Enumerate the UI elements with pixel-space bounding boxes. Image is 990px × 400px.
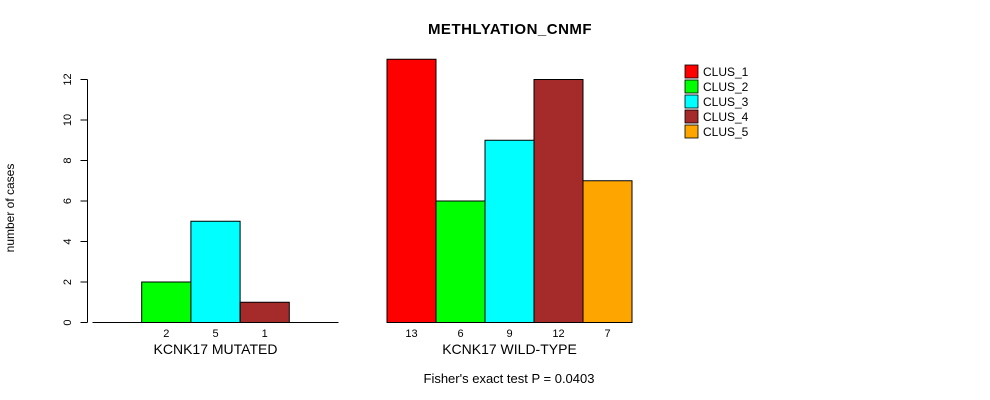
bar-clus_5	[582, 180, 633, 323]
legend-label: CLUS_2	[703, 80, 749, 94]
legend-swatch-clus_1	[684, 64, 699, 79]
bar-clus_1	[386, 58, 437, 323]
legend-label: CLUS_5	[703, 125, 749, 139]
bar-value-label: 2	[163, 328, 169, 340]
y-tick-label: 6	[62, 198, 74, 204]
legend-label: CLUS_3	[703, 95, 749, 109]
legend-label: CLUS_1	[703, 65, 749, 79]
y-tick-label: 10	[62, 114, 74, 126]
y-axis-title: number of cases	[3, 164, 17, 253]
bar-clus_4	[239, 301, 290, 323]
bar-value-label: 6	[457, 328, 463, 340]
bar-value-label: 1	[262, 328, 268, 340]
bar-value-label: 13	[405, 328, 417, 340]
legend-swatch-clus_3	[684, 94, 699, 109]
group-label: KCNK17 WILD-TYPE	[442, 341, 577, 357]
bar-value-label: 5	[212, 328, 218, 340]
bar-clus_2	[435, 200, 486, 323]
y-tick-label: 4	[62, 238, 74, 244]
y-axis: 0 2 4 6 8 10 12	[62, 73, 88, 326]
bar-value-label: 12	[552, 328, 564, 340]
legend-swatch-clus_5	[684, 124, 699, 139]
legend-swatch-clus_2	[684, 79, 699, 94]
y-tick-label: 2	[62, 279, 74, 285]
legend-swatch-clus_4	[684, 109, 699, 124]
bar-group: 13 6 9 12 7 KCNK17 WILD-TYPE	[386, 58, 633, 357]
bar-value-label: 7	[604, 328, 610, 340]
bar-clus_4	[533, 79, 584, 323]
caption: Fisher's exact test P = 0.0403	[424, 371, 595, 386]
bar-clus_3	[190, 220, 241, 323]
y-tick-label: 12	[62, 73, 74, 85]
y-tick-label: 0	[62, 319, 74, 325]
group-label: KCNK17 MUTATED	[154, 341, 278, 357]
y-tick-label: 8	[62, 157, 74, 163]
bar-clus_3	[484, 139, 535, 323]
chart-title: METHLYATION_CNMF	[428, 21, 592, 38]
bar-value-label: 9	[506, 328, 512, 340]
legend-label: CLUS_4	[703, 110, 749, 124]
bar-clus_2	[141, 281, 192, 323]
